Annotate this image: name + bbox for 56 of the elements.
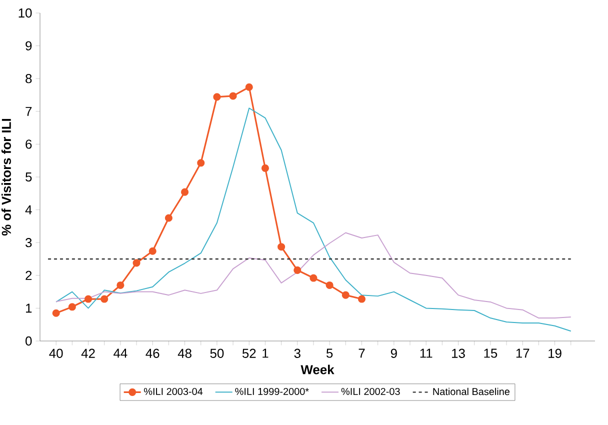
y-tick-label: 4 [25,205,32,214]
x-tick-label: 15 [484,348,498,358]
x-tick-label: 52 [242,348,256,358]
line-series [56,108,572,332]
point [213,93,221,101]
point [326,281,334,290]
point [310,274,318,282]
point [164,214,172,222]
point [84,295,92,303]
x-tick-label: 5 [326,348,333,358]
point [278,243,286,251]
x-tick-label: 42 [81,348,95,358]
y-tick-label: 9 [26,41,32,50]
y-tick-label: 1 [26,304,32,313]
x-tick-label: 50 [210,348,224,358]
point [197,159,205,167]
point [148,247,156,255]
y-tick-label: 3 [26,238,32,248]
y-tick-label: 5 [26,172,32,182]
y-tick-label: 7 [26,106,32,116]
y-tick-label: 10 [18,8,32,18]
x-axis-title: Week [300,364,334,374]
point [132,259,140,267]
x-tick-label: 9 [390,348,397,358]
x-tick-label: 1 [262,348,268,358]
y-axis-title: % of Visitors for ILI [1,118,11,236]
point [245,83,253,91]
y-tick-label: 0 [26,336,32,346]
x-tick-label: 7 [358,348,365,358]
point [294,266,302,274]
point [180,188,189,196]
x-tick-label: 13 [452,348,465,358]
legend-label: National Baseline [433,388,510,396]
point [116,281,124,290]
legend-label: %ILI 1999-2000* [235,388,309,396]
point [100,295,108,303]
point [229,92,237,100]
x-tick-label: 17 [516,348,530,358]
x-tick-label: 3 [294,348,300,358]
x-tick-label: 40 [49,348,63,358]
x-tick-label: 48 [178,348,192,358]
y-tick-label: 2 [26,270,32,280]
x-tick-label: 19 [548,348,562,358]
x-tick-label: 44 [114,348,128,358]
point [342,291,350,299]
point [358,295,366,303]
x-tick-label: 11 [420,348,432,358]
point [261,164,270,172]
y-tick-label: 6 [26,140,32,149]
x-tick-label: 46 [146,348,160,358]
legend-label: %ILI 2002-03 [341,388,400,396]
legend-label: %ILI 2003-04 [144,388,203,396]
line-series [56,232,572,319]
point [52,309,60,317]
y-tick-label: 8 [26,74,32,84]
point [68,303,76,311]
